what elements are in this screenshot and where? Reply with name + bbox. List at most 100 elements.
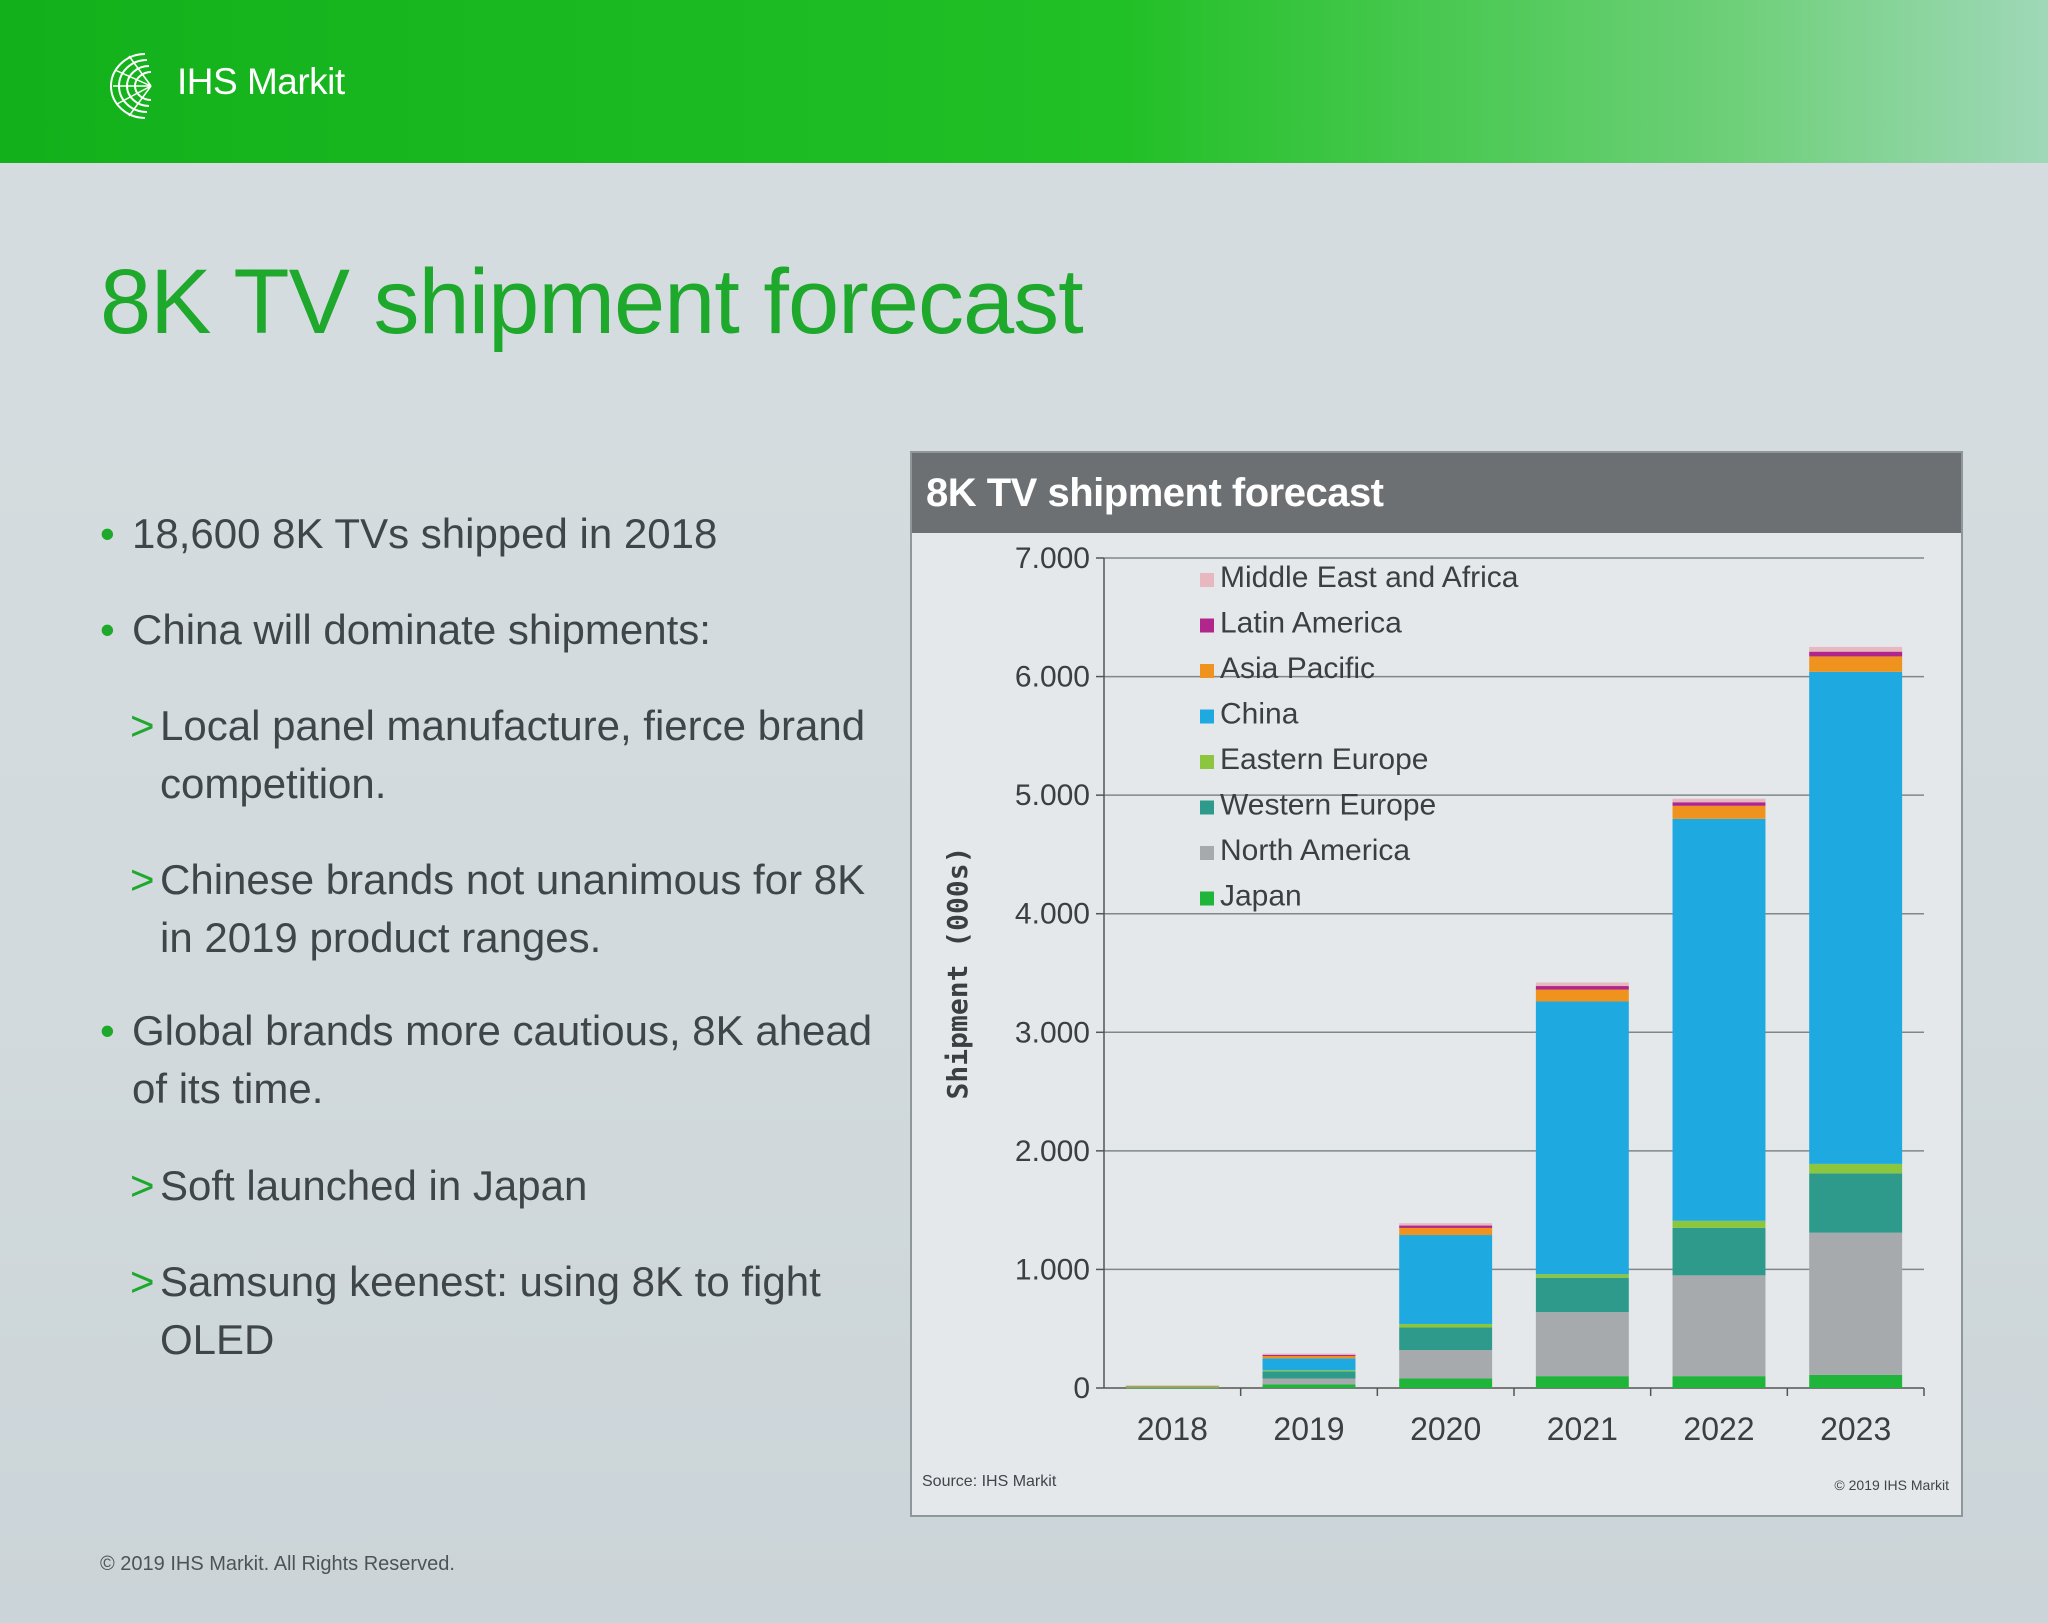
legend-label: China [1220,698,1299,731]
bar-segment [1399,1235,1493,1324]
bar-segment [1809,656,1903,672]
bar-segment [1672,805,1766,819]
slide-title: 8K TV shipment forecast [100,251,1084,353]
bar-segment [1399,1350,1493,1379]
legend-label: Western Europe [1220,789,1436,822]
bar-segment [1535,1274,1629,1278]
legend-label: Latin America [1220,607,1402,640]
bar-segment [1125,1385,1219,1387]
bar-segment [1809,646,1903,652]
logo-text: IHS Markit [177,61,345,102]
x-tick-label: 2020 [1410,1411,1481,1447]
y-tick-label: 5.000 [1015,779,1090,812]
bullet-item: • China will dominate shipments: [100,601,880,659]
bar-segment [1535,1376,1629,1388]
ihs-markit-logo-icon [109,53,152,119]
bullet-item: • Global brands more cautious, 8K ahead … [100,1002,880,1118]
bar-segment [1262,1371,1356,1379]
bar-segment [1535,1312,1629,1377]
sub-bullet-item: > Local panel manufacture, fierce brand … [100,697,880,813]
bullet-dot-icon: • [100,1007,115,1054]
bullet-dot-icon: • [100,606,115,653]
slide-footer: © 2019 IHS Markit. All Rights Reserved. [100,1553,455,1575]
bar-segment [1672,1220,1766,1228]
bar-segment [1672,1275,1766,1377]
legend-label: Japan [1220,880,1302,913]
y-tick-label: 0 [1073,1372,1090,1405]
legend-swatch [1200,664,1214,678]
x-tick-label: 2021 [1547,1411,1618,1447]
legend-swatch [1200,573,1214,587]
legend-label: Asia Pacific [1220,652,1375,685]
bar-segment [1535,989,1629,1002]
legend-label: North America [1220,834,1410,867]
y-tick-label: 1.000 [1015,1253,1090,1286]
bar-segment [1262,1378,1356,1385]
stacked-bar-chart: 0 1.000 2.000 3.000 4.000 5.000 6.000 7.000 Ship… [941,542,1925,1447]
bar-segment [1535,1277,1629,1313]
bar-segment [1535,982,1629,987]
x-tick-label: 2022 [1683,1411,1754,1447]
bar-segment [1125,1386,1219,1388]
legend-swatch [1200,755,1214,769]
bar-segment [1672,1227,1766,1276]
legend-swatch [1200,891,1214,906]
bar-segment [1262,1358,1356,1371]
bar-segment [1399,1378,1493,1388]
bar-segment [1809,651,1903,657]
bar-segment [1809,1232,1903,1375]
legend-label: Eastern Europe [1220,743,1428,776]
sub-bullet-item: > Chinese brands not unanimous for 8K in… [100,851,880,967]
bar-segment [1672,818,1766,1221]
bar-segment [1672,1376,1766,1388]
bar-segment [1262,1384,1356,1388]
legend-swatch [1200,846,1214,860]
bullet-item: • 18,600 8K TVs shipped in 2018 [100,505,880,563]
x-tick-label: 2019 [1273,1411,1344,1447]
legend-swatch [1200,800,1214,815]
y-tick-label: 7.000 [1015,542,1090,575]
y-tick-label: 4.000 [1015,898,1090,931]
bar-segment [1535,1001,1629,1275]
bar-segment [1399,1223,1493,1226]
bar-segment [1125,1387,1219,1389]
y-axis-label: Shipment (000s) [941,847,974,1100]
legend-label: Middle East and Africa [1220,561,1519,594]
x-tick-label: 2023 [1820,1411,1891,1447]
bullet-dot-icon: • [100,510,115,557]
bar-segment [1262,1355,1356,1359]
y-tick-label: 6.000 [1015,661,1090,694]
bar-segment [1809,1163,1903,1174]
chevron-right-icon: > [130,1258,155,1305]
chart-panel: 8K TV shipment forecast 0 1.000 2.000 3.000… [910,451,1963,1517]
header-banner: IHS Markit [0,0,2048,163]
legend-swatch [1200,618,1214,633]
bar-segment [1399,1225,1493,1228]
chart-source: Source: IHS Markit [922,1473,1057,1490]
bar-segment [1672,798,1766,803]
sub-bullet-item: > Soft launched in Japan [100,1157,880,1215]
y-tick-label: 2.000 [1015,1135,1090,1168]
bar-segment [1535,986,1629,990]
bar-segment [1399,1227,1493,1236]
chart-copyright: © 2019 IHS Markit [1834,1477,1949,1493]
chevron-right-icon: > [130,856,155,903]
chart-title: 8K TV shipment forecast [912,453,1961,533]
bar-segment [1809,1173,1903,1233]
bar-segment [1399,1323,1493,1328]
chevron-right-icon: > [130,1162,155,1209]
bar-segment [1262,1370,1356,1372]
sub-bullet-item: > Samsung keenest: using 8K to fight OLE… [100,1253,880,1369]
chevron-right-icon: > [130,702,155,749]
bar-segment [1262,1354,1356,1356]
bar-segment [1672,802,1766,806]
bar-segment [1809,671,1903,1164]
bar-segment [1399,1327,1493,1351]
x-tick-label: 2018 [1137,1411,1208,1447]
logo: IHS Markit [105,40,345,124]
bar-segment [1262,1353,1356,1355]
bar-segment [1809,1374,1903,1388]
y-tick-label: 3.000 [1015,1016,1090,1049]
legend-swatch [1200,709,1214,724]
